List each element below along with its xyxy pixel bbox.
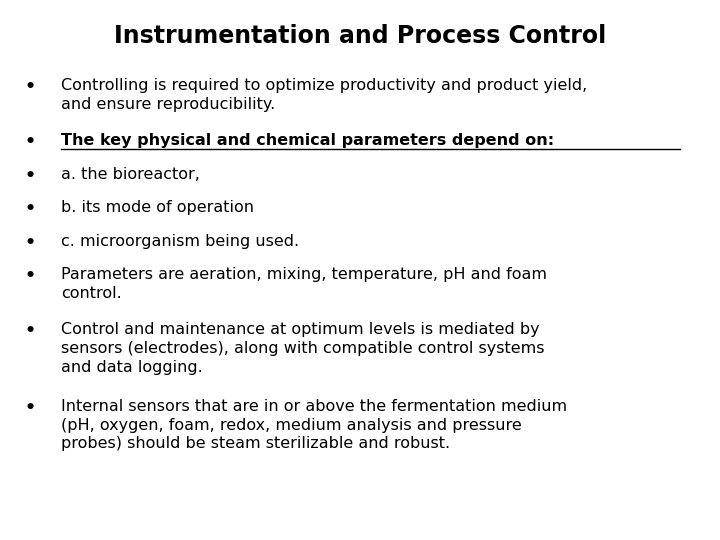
Text: Internal sensors that are in or above the fermentation medium
(pH, oxygen, foam,: Internal sensors that are in or above th… [61,399,567,451]
Text: a. the bioreactor,: a. the bioreactor, [61,167,200,182]
Text: c. microorganism being used.: c. microorganism being used. [61,234,300,249]
Text: •: • [24,78,36,96]
Text: b. its mode of operation: b. its mode of operation [61,200,254,215]
Text: Instrumentation and Process Control: Instrumentation and Process Control [114,24,606,48]
Text: •: • [24,267,36,285]
Text: The key physical and chemical parameters depend on:: The key physical and chemical parameters… [61,133,554,148]
Text: Controlling is required to optimize productivity and product yield,
and ensure r: Controlling is required to optimize prod… [61,78,588,112]
Text: Control and maintenance at optimum levels is mediated by
sensors (electrodes), a: Control and maintenance at optimum level… [61,322,545,375]
Text: •: • [24,200,36,218]
Text: Parameters are aeration, mixing, temperature, pH and foam
control.: Parameters are aeration, mixing, tempera… [61,267,547,301]
Text: •: • [24,234,36,252]
Text: •: • [24,322,36,340]
Text: •: • [24,133,36,151]
Text: •: • [24,399,36,417]
Text: •: • [24,167,36,185]
